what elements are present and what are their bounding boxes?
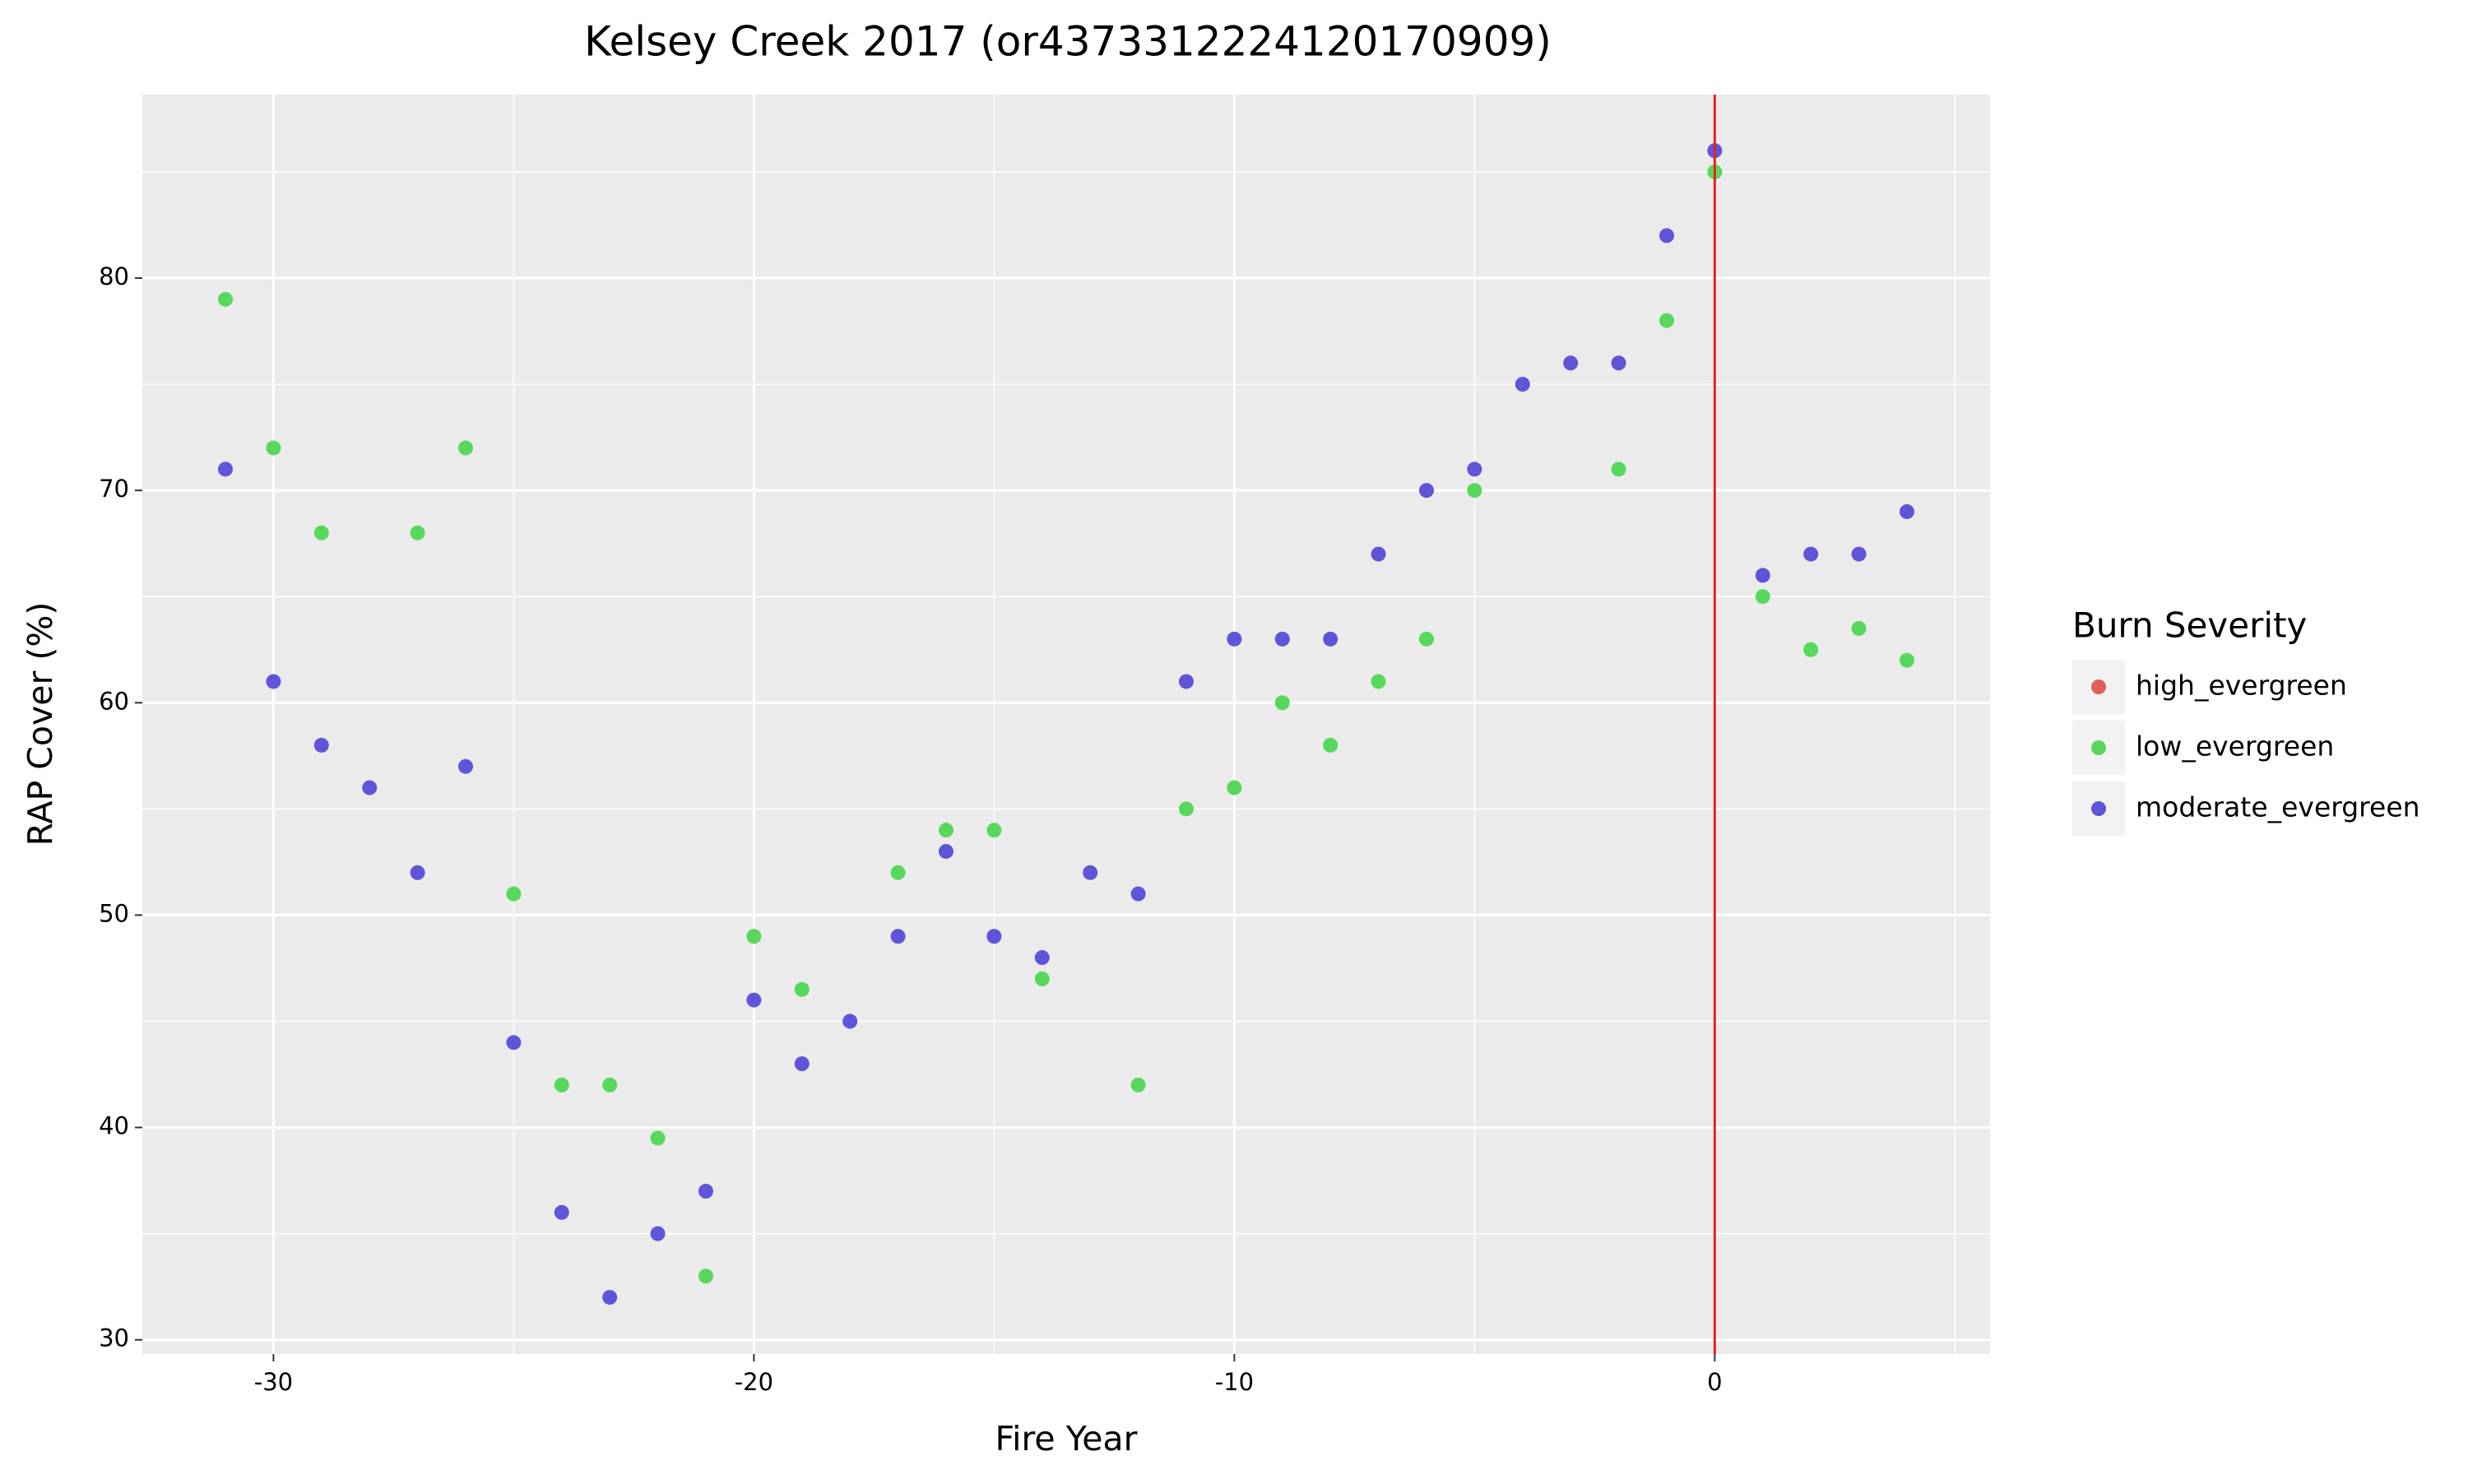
legend-marker [2091,740,2106,755]
point [1658,228,1674,243]
y-tick-label: 50 [99,899,129,927]
point [986,929,1002,944]
chart-title: Kelsey Creek 2017 (or4373312224120170909… [584,18,1552,66]
x-axis-title: Fire Year [995,1419,1137,1458]
legend-label: high_evergreen [2136,670,2347,702]
point [890,929,906,944]
point [266,674,281,689]
point [1467,483,1482,499]
point [1803,546,1819,562]
plot-panel [142,95,1990,1354]
point [1371,674,1386,689]
point [554,1077,569,1092]
x-tick-label: -10 [1215,1368,1254,1396]
point [1130,886,1146,902]
point [410,525,425,540]
legend-marker [2091,801,2106,816]
point [1274,631,1290,647]
point [1899,503,1914,519]
point [939,843,954,859]
point [1467,461,1482,477]
point [1227,780,1242,795]
y-axis-title: RAP Cover (%) [21,602,60,846]
point [1515,377,1530,392]
y-tick-label: 80 [99,262,129,290]
point [746,929,762,944]
point [698,1268,714,1284]
point [1371,546,1386,562]
legend-marker [2091,679,2106,694]
point [1611,355,1626,371]
point [362,780,378,795]
y-tick-label: 70 [99,475,129,503]
y-tick-label: 40 [99,1112,129,1140]
point [1130,1077,1146,1092]
point [506,886,522,902]
point [1178,801,1194,817]
point [794,981,810,997]
point [1851,620,1867,636]
point [1034,971,1050,986]
point [890,865,906,880]
point [794,1056,810,1072]
point [1418,483,1434,499]
point [1851,546,1867,562]
point [746,992,762,1008]
point [986,823,1002,838]
point [410,865,425,880]
x-tick-label: -30 [254,1368,293,1396]
y-tick-label: 30 [99,1324,129,1352]
legend-label: moderate_evergreen [2136,791,2420,823]
point [939,823,954,838]
point [266,440,281,456]
point [313,737,329,753]
point [554,1204,569,1220]
point [1658,313,1674,328]
point [698,1184,714,1199]
point [1323,737,1338,753]
point [842,1013,858,1029]
point [218,291,234,307]
legend-title: Burn Severity [2072,605,2307,646]
point [1083,865,1098,880]
point [218,461,234,477]
point [1323,631,1338,647]
point [1227,631,1242,647]
legend-label: low_evergreen [2136,730,2334,763]
point [506,1035,522,1050]
x-tick-label: -20 [735,1368,773,1396]
point [1563,355,1579,371]
point [650,1226,666,1241]
point [602,1077,618,1092]
point [1418,631,1434,647]
point [650,1130,666,1146]
point [1178,674,1194,689]
point [1755,568,1770,583]
point [1755,589,1770,605]
point [1034,950,1050,966]
point [602,1290,618,1305]
point [1899,652,1914,668]
point [313,525,329,540]
x-tick-label: 0 [1707,1368,1722,1396]
point [1274,695,1290,711]
point [1803,642,1819,657]
point [458,758,474,774]
y-tick-label: 60 [99,687,129,715]
point [458,440,474,456]
point [1611,461,1626,477]
